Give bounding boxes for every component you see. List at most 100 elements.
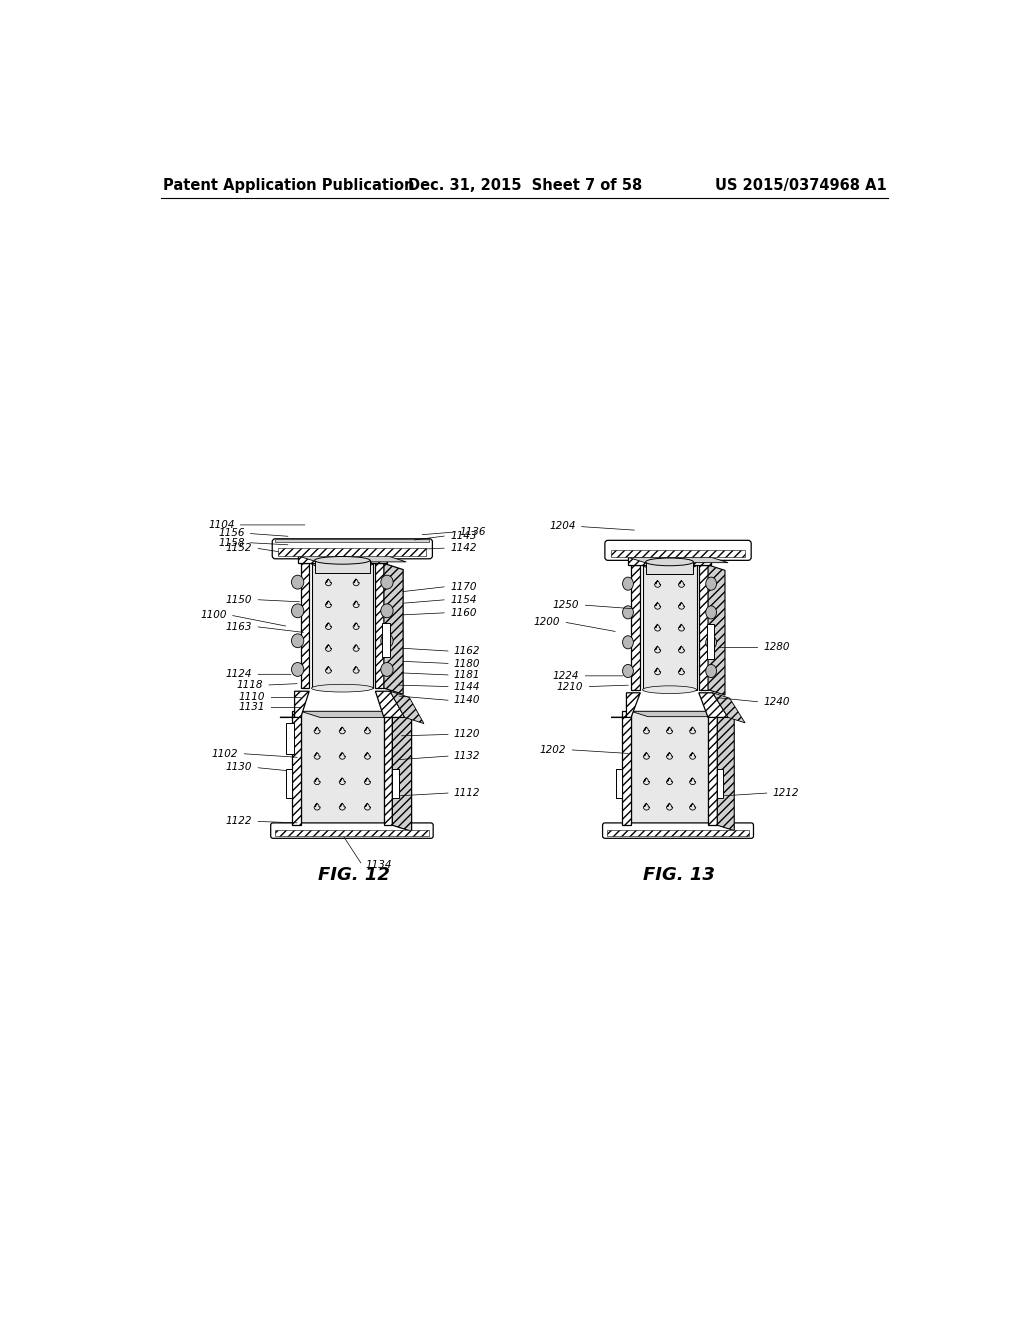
- Bar: [392, 770, 398, 799]
- Text: 1104: 1104: [208, 520, 234, 529]
- Bar: [717, 770, 724, 799]
- Polygon shape: [298, 556, 387, 564]
- Text: 1130: 1130: [225, 763, 252, 772]
- Polygon shape: [622, 711, 631, 825]
- Text: Patent Application Publication: Patent Application Publication: [163, 178, 415, 193]
- Text: 1112: 1112: [454, 788, 480, 797]
- Text: 1240: 1240: [764, 697, 790, 708]
- Polygon shape: [698, 565, 708, 689]
- Ellipse shape: [706, 577, 717, 590]
- Bar: [275, 829, 429, 836]
- Bar: [707, 624, 714, 659]
- Bar: [611, 549, 745, 557]
- Text: 1212: 1212: [773, 788, 800, 797]
- Text: 1124: 1124: [225, 669, 252, 680]
- Text: 1136: 1136: [460, 527, 485, 537]
- Text: 1162: 1162: [454, 647, 480, 656]
- Bar: [607, 830, 749, 836]
- Bar: [615, 770, 622, 799]
- FancyBboxPatch shape: [272, 539, 432, 558]
- Text: 1143: 1143: [451, 531, 476, 541]
- Bar: [382, 623, 390, 657]
- Polygon shape: [301, 564, 309, 688]
- Ellipse shape: [623, 664, 634, 677]
- Polygon shape: [376, 564, 384, 688]
- Ellipse shape: [706, 606, 717, 619]
- Polygon shape: [301, 711, 403, 718]
- Text: 1250: 1250: [553, 601, 580, 610]
- Polygon shape: [384, 564, 403, 694]
- Text: 1102: 1102: [212, 748, 239, 759]
- Text: 1120: 1120: [454, 730, 480, 739]
- Text: Dec. 31, 2015  Sheet 7 of 58: Dec. 31, 2015 Sheet 7 of 58: [408, 178, 642, 193]
- Polygon shape: [708, 711, 717, 825]
- Ellipse shape: [623, 606, 634, 619]
- Polygon shape: [280, 692, 309, 718]
- Text: 1110: 1110: [239, 693, 265, 702]
- Text: 1158: 1158: [218, 537, 245, 548]
- FancyBboxPatch shape: [270, 822, 433, 838]
- Ellipse shape: [292, 603, 304, 618]
- Text: 1210: 1210: [557, 681, 584, 692]
- Ellipse shape: [643, 560, 696, 570]
- Ellipse shape: [706, 664, 717, 677]
- Bar: [643, 565, 696, 689]
- Ellipse shape: [381, 603, 393, 618]
- Text: 1132: 1132: [454, 751, 480, 760]
- Text: 1140: 1140: [454, 696, 480, 705]
- Bar: [631, 711, 708, 825]
- Ellipse shape: [381, 634, 393, 648]
- Text: US 2015/0374968 A1: US 2015/0374968 A1: [715, 178, 887, 193]
- Text: 1150: 1150: [225, 594, 252, 605]
- Ellipse shape: [706, 636, 717, 649]
- Polygon shape: [376, 692, 404, 718]
- Ellipse shape: [311, 684, 373, 692]
- Ellipse shape: [314, 557, 370, 564]
- Text: 1100: 1100: [201, 610, 226, 620]
- Polygon shape: [713, 693, 745, 723]
- Text: 1118: 1118: [237, 680, 263, 690]
- Ellipse shape: [292, 634, 304, 648]
- Text: 1204: 1204: [549, 521, 575, 532]
- Text: 1170: 1170: [451, 582, 476, 591]
- Ellipse shape: [292, 663, 304, 676]
- Bar: [286, 770, 292, 799]
- Ellipse shape: [311, 558, 373, 568]
- Ellipse shape: [623, 577, 634, 590]
- Polygon shape: [384, 711, 392, 825]
- Ellipse shape: [646, 558, 693, 566]
- Polygon shape: [628, 557, 728, 562]
- Text: FIG. 13: FIG. 13: [643, 866, 715, 883]
- Polygon shape: [717, 711, 734, 830]
- Text: 1280: 1280: [764, 643, 790, 652]
- Text: 1122: 1122: [225, 816, 252, 826]
- Bar: [646, 562, 693, 574]
- Bar: [314, 560, 370, 573]
- Text: 1202: 1202: [540, 744, 566, 755]
- Text: 1144: 1144: [454, 681, 480, 692]
- Polygon shape: [390, 692, 424, 723]
- Polygon shape: [631, 565, 640, 689]
- Polygon shape: [611, 693, 640, 718]
- Polygon shape: [708, 565, 725, 696]
- Polygon shape: [298, 556, 407, 562]
- Ellipse shape: [292, 576, 304, 589]
- Ellipse shape: [623, 636, 634, 649]
- Polygon shape: [292, 711, 301, 825]
- FancyBboxPatch shape: [605, 540, 752, 561]
- Text: 1142: 1142: [451, 543, 476, 553]
- Text: 1180: 1180: [454, 659, 480, 668]
- Text: FIG. 12: FIG. 12: [317, 866, 390, 883]
- Text: 1134: 1134: [366, 861, 392, 870]
- Ellipse shape: [643, 686, 696, 693]
- Polygon shape: [392, 711, 412, 832]
- Bar: [311, 564, 373, 688]
- Text: 1163: 1163: [225, 622, 252, 631]
- Polygon shape: [628, 557, 711, 565]
- Ellipse shape: [381, 576, 393, 589]
- Bar: [286, 723, 294, 754]
- Polygon shape: [631, 711, 725, 717]
- Text: 1160: 1160: [451, 607, 476, 618]
- Bar: [301, 711, 384, 825]
- Text: 1152: 1152: [225, 543, 252, 553]
